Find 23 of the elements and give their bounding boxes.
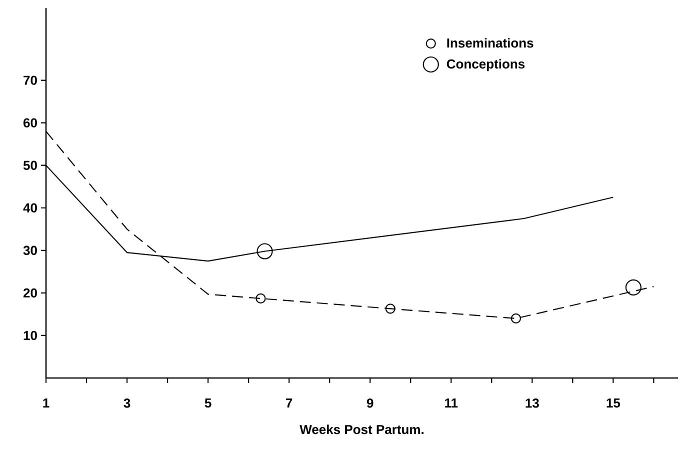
point: [385, 304, 396, 314]
y-tick-label: 40: [23, 203, 37, 212]
x-tick-label: 11: [445, 398, 458, 408]
point: [510, 313, 522, 324]
point: [625, 279, 642, 296]
point: [256, 293, 266, 304]
x-tick-label: 9: [366, 398, 374, 408]
x-axis-title: Weeks Post Partum.: [300, 424, 424, 434]
x-tick-label: 13: [526, 398, 539, 408]
legend-label: Inseminations: [447, 38, 534, 48]
y-tick-label: 30: [23, 246, 37, 256]
point: [256, 243, 273, 260]
y-tick-label: 60: [23, 118, 37, 128]
legend-label: Conceptions: [446, 59, 525, 72]
y-tick-label: 10: [24, 330, 37, 340]
y-tick-label: 50: [23, 160, 37, 170]
x-tick-label: 15: [606, 398, 620, 408]
x-tick-label: 1: [43, 398, 50, 408]
x-tick-label: 3: [124, 398, 130, 408]
y-tick-label: 20: [23, 288, 37, 298]
x-tick-label: 5: [204, 398, 212, 408]
y-tick-label: 70: [24, 76, 37, 85]
x-tick-label: 7: [286, 398, 292, 408]
